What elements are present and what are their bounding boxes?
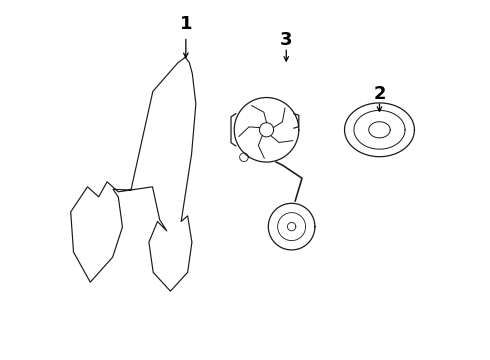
Text: 3: 3 (280, 31, 293, 49)
Text: 2: 2 (373, 85, 386, 103)
Text: 1: 1 (179, 15, 192, 33)
